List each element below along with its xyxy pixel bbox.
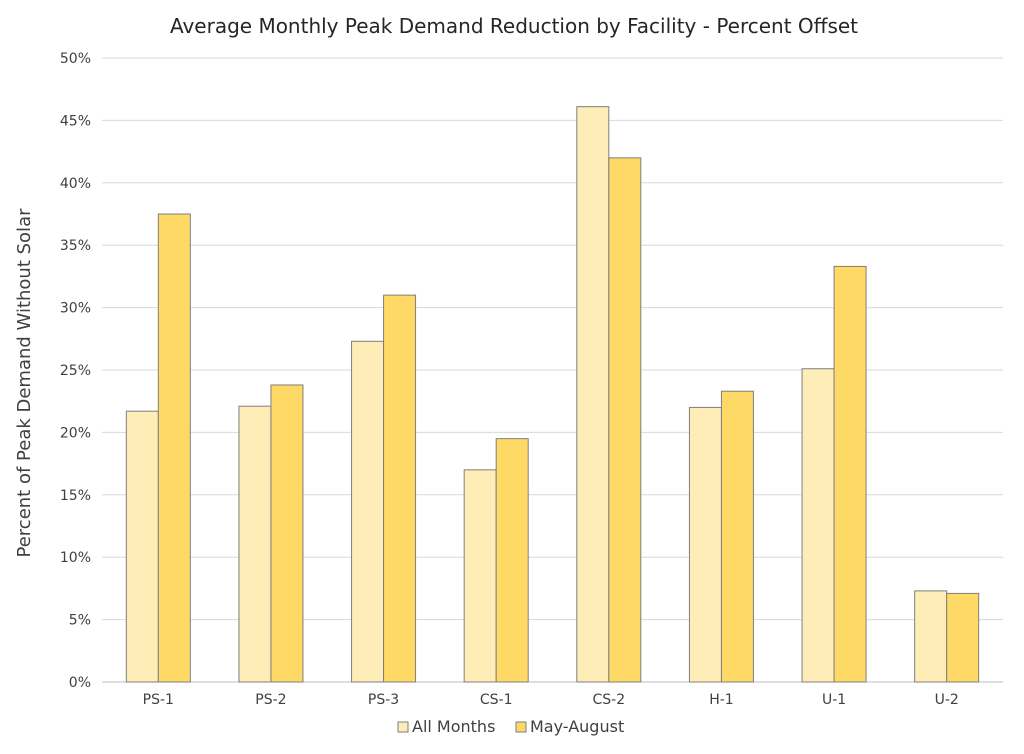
- x-tick-label: CS-1: [480, 692, 513, 708]
- x-tick-label: H-1: [709, 692, 734, 708]
- bar-ps-1-series-2: [157, 213, 191, 683]
- bar-cs-2-series-1: [576, 106, 610, 683]
- bar-u-2-series-1: [914, 590, 948, 683]
- bar-u-2-series-2: [946, 592, 980, 683]
- legend-swatch: [397, 721, 409, 733]
- bar-cs-1-series-1: [463, 469, 497, 683]
- y-axis-ticks: 0% 5% 10% 15% 20% 25% 30% 35% 40% 45% 50%: [60, 51, 91, 691]
- bar-ps-2-series-2: [270, 384, 304, 683]
- y-tick-label: 15%: [60, 488, 91, 504]
- y-tick-label: 35%: [60, 238, 91, 254]
- y-tick-label: 10%: [60, 550, 91, 566]
- bar-ps-2-series-1: [238, 405, 272, 683]
- y-axis-label: Percent of Peak Demand Without Solar: [14, 208, 35, 558]
- bar-cs-2-series-2: [608, 157, 642, 683]
- bar-u-1-series-2: [833, 265, 867, 683]
- bar-ps-3-series-2: [383, 294, 417, 683]
- y-tick-label: 0%: [69, 675, 91, 691]
- legend-label: All Months: [412, 717, 495, 736]
- bar-ps-3-series-1: [351, 340, 385, 683]
- bar-ps-1-series-1: [125, 410, 159, 683]
- bar-u-1-series-1: [801, 368, 835, 683]
- y-tick-label: 30%: [60, 301, 91, 317]
- bar-cs-1-series-2: [495, 438, 529, 683]
- bar-h-1-series-1: [688, 406, 722, 683]
- y-tick-label: 45%: [60, 113, 91, 129]
- legend-label: May-August: [530, 717, 624, 736]
- x-tick-label: U-2: [935, 692, 959, 708]
- x-axis-ticks: PS-1 PS-2 PS-3 CS-1 CS-2 H-1 U-1 U-2: [143, 692, 959, 708]
- y-tick-label: 20%: [60, 425, 91, 441]
- x-tick-label: U-1: [822, 692, 846, 708]
- legend-item: All Months: [397, 717, 495, 736]
- y-tick-label: 5%: [69, 613, 91, 629]
- y-tick-label: 40%: [60, 176, 91, 192]
- x-tick-label: CS-2: [593, 692, 626, 708]
- legend-swatch: [515, 721, 527, 733]
- bars: [125, 106, 980, 683]
- gridlines: [102, 57, 1003, 683]
- chart-title: Average Monthly Peak Demand Reduction by…: [170, 14, 858, 38]
- x-tick-label: PS-1: [143, 692, 174, 708]
- x-tick-label: PS-2: [255, 692, 286, 708]
- legend-item: May-August: [515, 717, 624, 736]
- bar-h-1-series-2: [720, 390, 754, 683]
- y-tick-label: 25%: [60, 363, 91, 379]
- y-tick-label: 50%: [60, 51, 91, 67]
- legend: All Months May-August: [397, 717, 624, 736]
- x-tick-label: PS-3: [368, 692, 399, 708]
